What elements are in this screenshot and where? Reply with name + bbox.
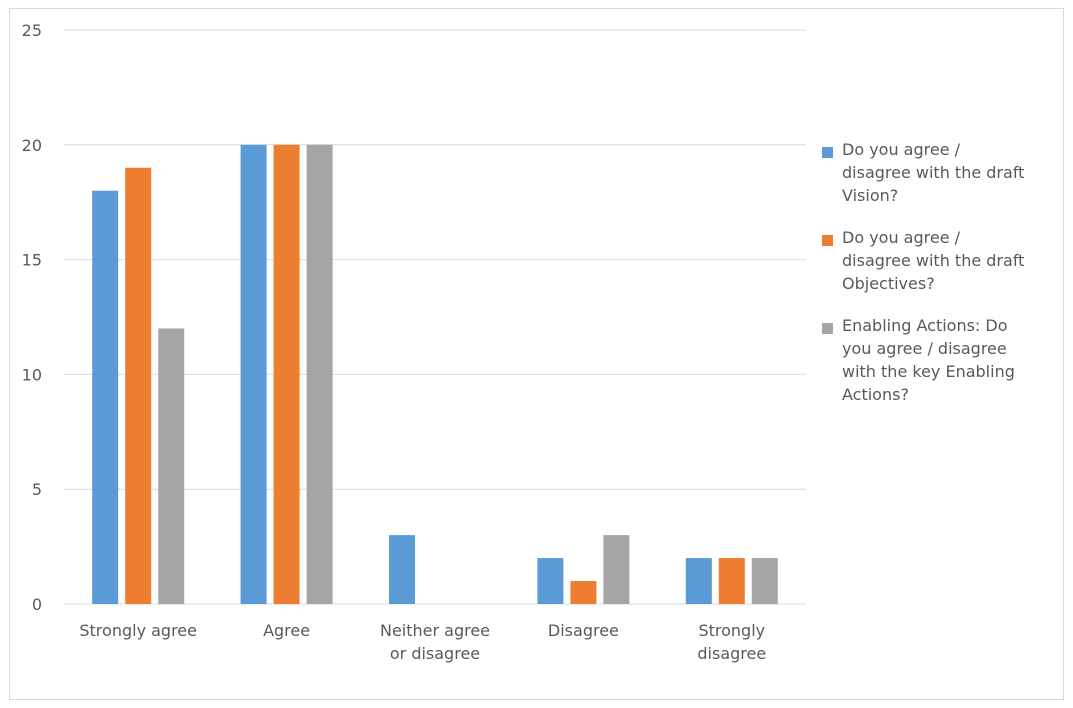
bar-series-1-cat-5 [685, 558, 712, 604]
x-axis-labels: Strongly agree Agree Neither agree or disag… [79, 621, 766, 663]
y-axis-ticks: 0 5 10 15 20 25 [22, 21, 42, 614]
legend-label-line: you agree / disagree [842, 339, 1007, 358]
bar-series-2-cat-5 [718, 558, 745, 604]
x-category-label: Strongly agree [79, 621, 197, 640]
legend-label: Do you agree / disagree with the draft Obj… [842, 226, 1067, 295]
legend-label-line: Enabling Actions: Do [842, 316, 1008, 335]
bar-series-3-cat-2 [306, 144, 333, 605]
x-category-label: Strongly disagree [697, 621, 766, 663]
legend-item-series-2: Do you agree / disagree with the draft Obj… [822, 226, 1067, 295]
y-tick-label: 0 [32, 595, 42, 614]
bar-series-1-cat-2 [240, 144, 267, 605]
legend-label: Do you agree / disagree with the draft Vis… [842, 138, 1067, 207]
y-tick-label: 20 [22, 136, 42, 155]
bar-series-1-cat-1 [92, 190, 119, 604]
bar-series-2-cat-2 [273, 144, 300, 605]
legend-label-line: with the key Enabling [842, 362, 1015, 381]
x-category-label: Neither agree or disagree [380, 621, 490, 663]
legend: Do you agree / disagree with the draft Vis… [822, 138, 1067, 425]
bar-series-2-cat-1 [125, 167, 152, 604]
legend-label-line: disagree with the draft [842, 251, 1025, 270]
legend-label-line: Actions? [842, 385, 909, 404]
x-category-label: Agree [263, 621, 310, 640]
chart-frame [9, 8, 1064, 700]
bar-series-2-cat-4 [570, 581, 597, 604]
legend-swatch [822, 235, 833, 246]
x-category-label-line: Strongly [698, 621, 765, 640]
x-category-label-line: Agree [263, 621, 310, 640]
legend-label-line: Do you agree / [842, 228, 961, 247]
legend-label-line: Objectives? [842, 274, 935, 293]
x-category-label: Disagree [548, 621, 619, 640]
y-tick-label: 25 [22, 21, 42, 40]
bars [92, 144, 778, 605]
legend-label: Enabling Actions: Do you agree / disagree… [842, 314, 1067, 406]
legend-label-line: Do you agree / [842, 140, 961, 159]
bar-series-3-cat-5 [751, 558, 778, 604]
x-category-label-line: Neither agree [380, 621, 490, 640]
y-tick-label: 10 [22, 365, 42, 384]
x-category-label-line: Strongly agree [79, 621, 197, 640]
bar-series-1-cat-4 [537, 558, 564, 604]
legend-label-line: Vision? [842, 186, 899, 205]
legend-swatch [822, 147, 833, 158]
bar-series-3-cat-1 [158, 328, 185, 604]
gridlines [64, 29, 806, 605]
x-category-label-line: Disagree [548, 621, 619, 640]
legend-item-series-1: Do you agree / disagree with the draft Vis… [822, 138, 1067, 207]
x-category-label-line: disagree [697, 644, 766, 663]
x-category-label-line: or disagree [390, 644, 480, 663]
legend-swatch [822, 323, 833, 334]
y-tick-label: 5 [32, 480, 42, 499]
bar-series-3-cat-4 [603, 535, 630, 604]
y-tick-label: 15 [22, 251, 42, 270]
bar-series-1-cat-3 [389, 535, 415, 604]
legend-item-series-3: Enabling Actions: Do you agree / disagree… [822, 314, 1067, 406]
legend-label-line: disagree with the draft [842, 163, 1025, 182]
